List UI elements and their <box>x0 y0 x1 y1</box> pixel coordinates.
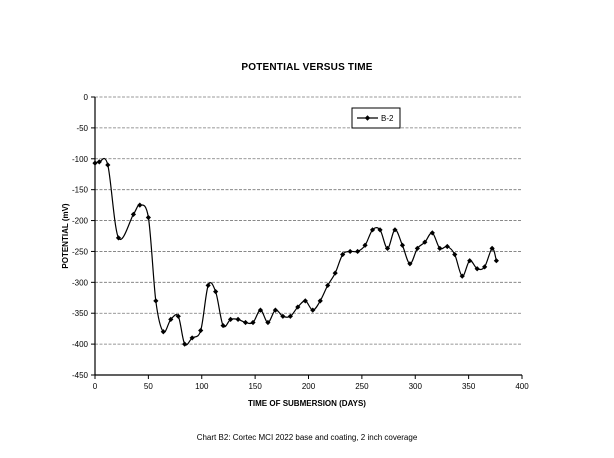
data-point <box>235 316 241 322</box>
chart-caption: Chart B2: Cortec MCI 2022 base and coati… <box>196 433 418 442</box>
legend-marker <box>364 115 371 121</box>
data-point <box>182 341 188 347</box>
data-point <box>168 316 174 322</box>
y-tick-label: -450 <box>72 371 89 380</box>
data-point <box>257 307 264 313</box>
y-tick-label: -250 <box>72 247 89 256</box>
data-point <box>280 313 286 319</box>
data-point <box>220 322 226 329</box>
data-point <box>265 319 271 326</box>
gridlines <box>95 96 522 345</box>
data-point <box>340 251 346 258</box>
data-point <box>474 266 480 272</box>
y-axis-label: POTENTIAL (mV) <box>61 203 70 269</box>
data-point <box>362 242 368 248</box>
data-point <box>422 239 428 245</box>
data-point <box>115 235 122 241</box>
data-point <box>227 316 234 322</box>
y-tick-label: 0 <box>84 93 89 102</box>
data-point <box>310 307 316 313</box>
y-tick-label: -150 <box>72 186 89 195</box>
y-tick-label: -350 <box>72 309 89 318</box>
data-point <box>205 282 211 289</box>
page-title: POTENTIAL VERSUS TIME <box>241 62 373 73</box>
data-point <box>482 264 488 270</box>
data-point <box>459 273 465 279</box>
data-point <box>429 230 435 236</box>
data-point <box>355 248 361 255</box>
x-tick-label: 0 <box>93 382 98 391</box>
data-point <box>96 159 102 165</box>
data-point <box>145 214 151 221</box>
x-tick-labels: 0 50 100 150 200 250 300 350 400 <box>93 382 529 391</box>
data-point <box>392 227 398 233</box>
y-tick-label: -400 <box>72 340 89 349</box>
x-tick-label: 300 <box>409 382 423 391</box>
data-point <box>295 304 301 310</box>
axes <box>91 96 523 379</box>
data-point <box>137 202 143 208</box>
data-point <box>153 298 159 304</box>
x-tick-label: 150 <box>248 382 262 391</box>
data-point <box>213 289 219 295</box>
y-tick-label: -100 <box>72 155 89 164</box>
data-point <box>369 227 376 233</box>
y-tick-label: -300 <box>72 278 89 287</box>
data-point <box>437 245 443 251</box>
x-axis-label: TIME OF SUBMERSION (DAYS) <box>248 399 366 408</box>
data-point <box>493 258 499 264</box>
data-point <box>160 329 166 335</box>
legend-label: B-2 <box>381 114 394 123</box>
data-point <box>302 298 308 304</box>
x-tick-label: 400 <box>515 382 529 391</box>
data-point <box>452 251 458 258</box>
x-tick-label: 350 <box>462 382 476 391</box>
data-point <box>347 248 353 255</box>
data-point <box>325 282 331 289</box>
data-point <box>317 298 323 304</box>
data-point <box>467 258 473 264</box>
y-tick-label: -50 <box>76 124 88 133</box>
series-layer <box>92 157 499 347</box>
data-point <box>189 335 195 341</box>
data-point <box>384 245 391 251</box>
x-tick-label: 250 <box>355 382 369 391</box>
data-point <box>489 245 495 251</box>
legend: B-2 <box>351 107 401 129</box>
x-tick-label: 50 <box>144 382 153 391</box>
data-point <box>175 313 181 319</box>
data-point <box>242 319 249 326</box>
data-point <box>399 242 406 248</box>
data-point <box>407 261 413 267</box>
data-point <box>272 307 279 313</box>
data-point <box>105 162 111 168</box>
data-point <box>198 327 204 334</box>
data-point <box>250 319 256 326</box>
y-tick-labels: 0 -50 -100 -150 -200 -250 -300 -350 -400 -450 <box>72 93 89 380</box>
data-point <box>414 245 420 251</box>
data-point <box>332 270 338 276</box>
x-tick-label: 200 <box>302 382 316 391</box>
data-point <box>444 243 450 250</box>
data-point <box>130 211 137 217</box>
y-tick-label: -200 <box>72 217 89 226</box>
data-point <box>377 227 383 233</box>
data-point <box>287 313 293 319</box>
x-tick-label: 100 <box>195 382 209 391</box>
data-point <box>92 160 98 166</box>
